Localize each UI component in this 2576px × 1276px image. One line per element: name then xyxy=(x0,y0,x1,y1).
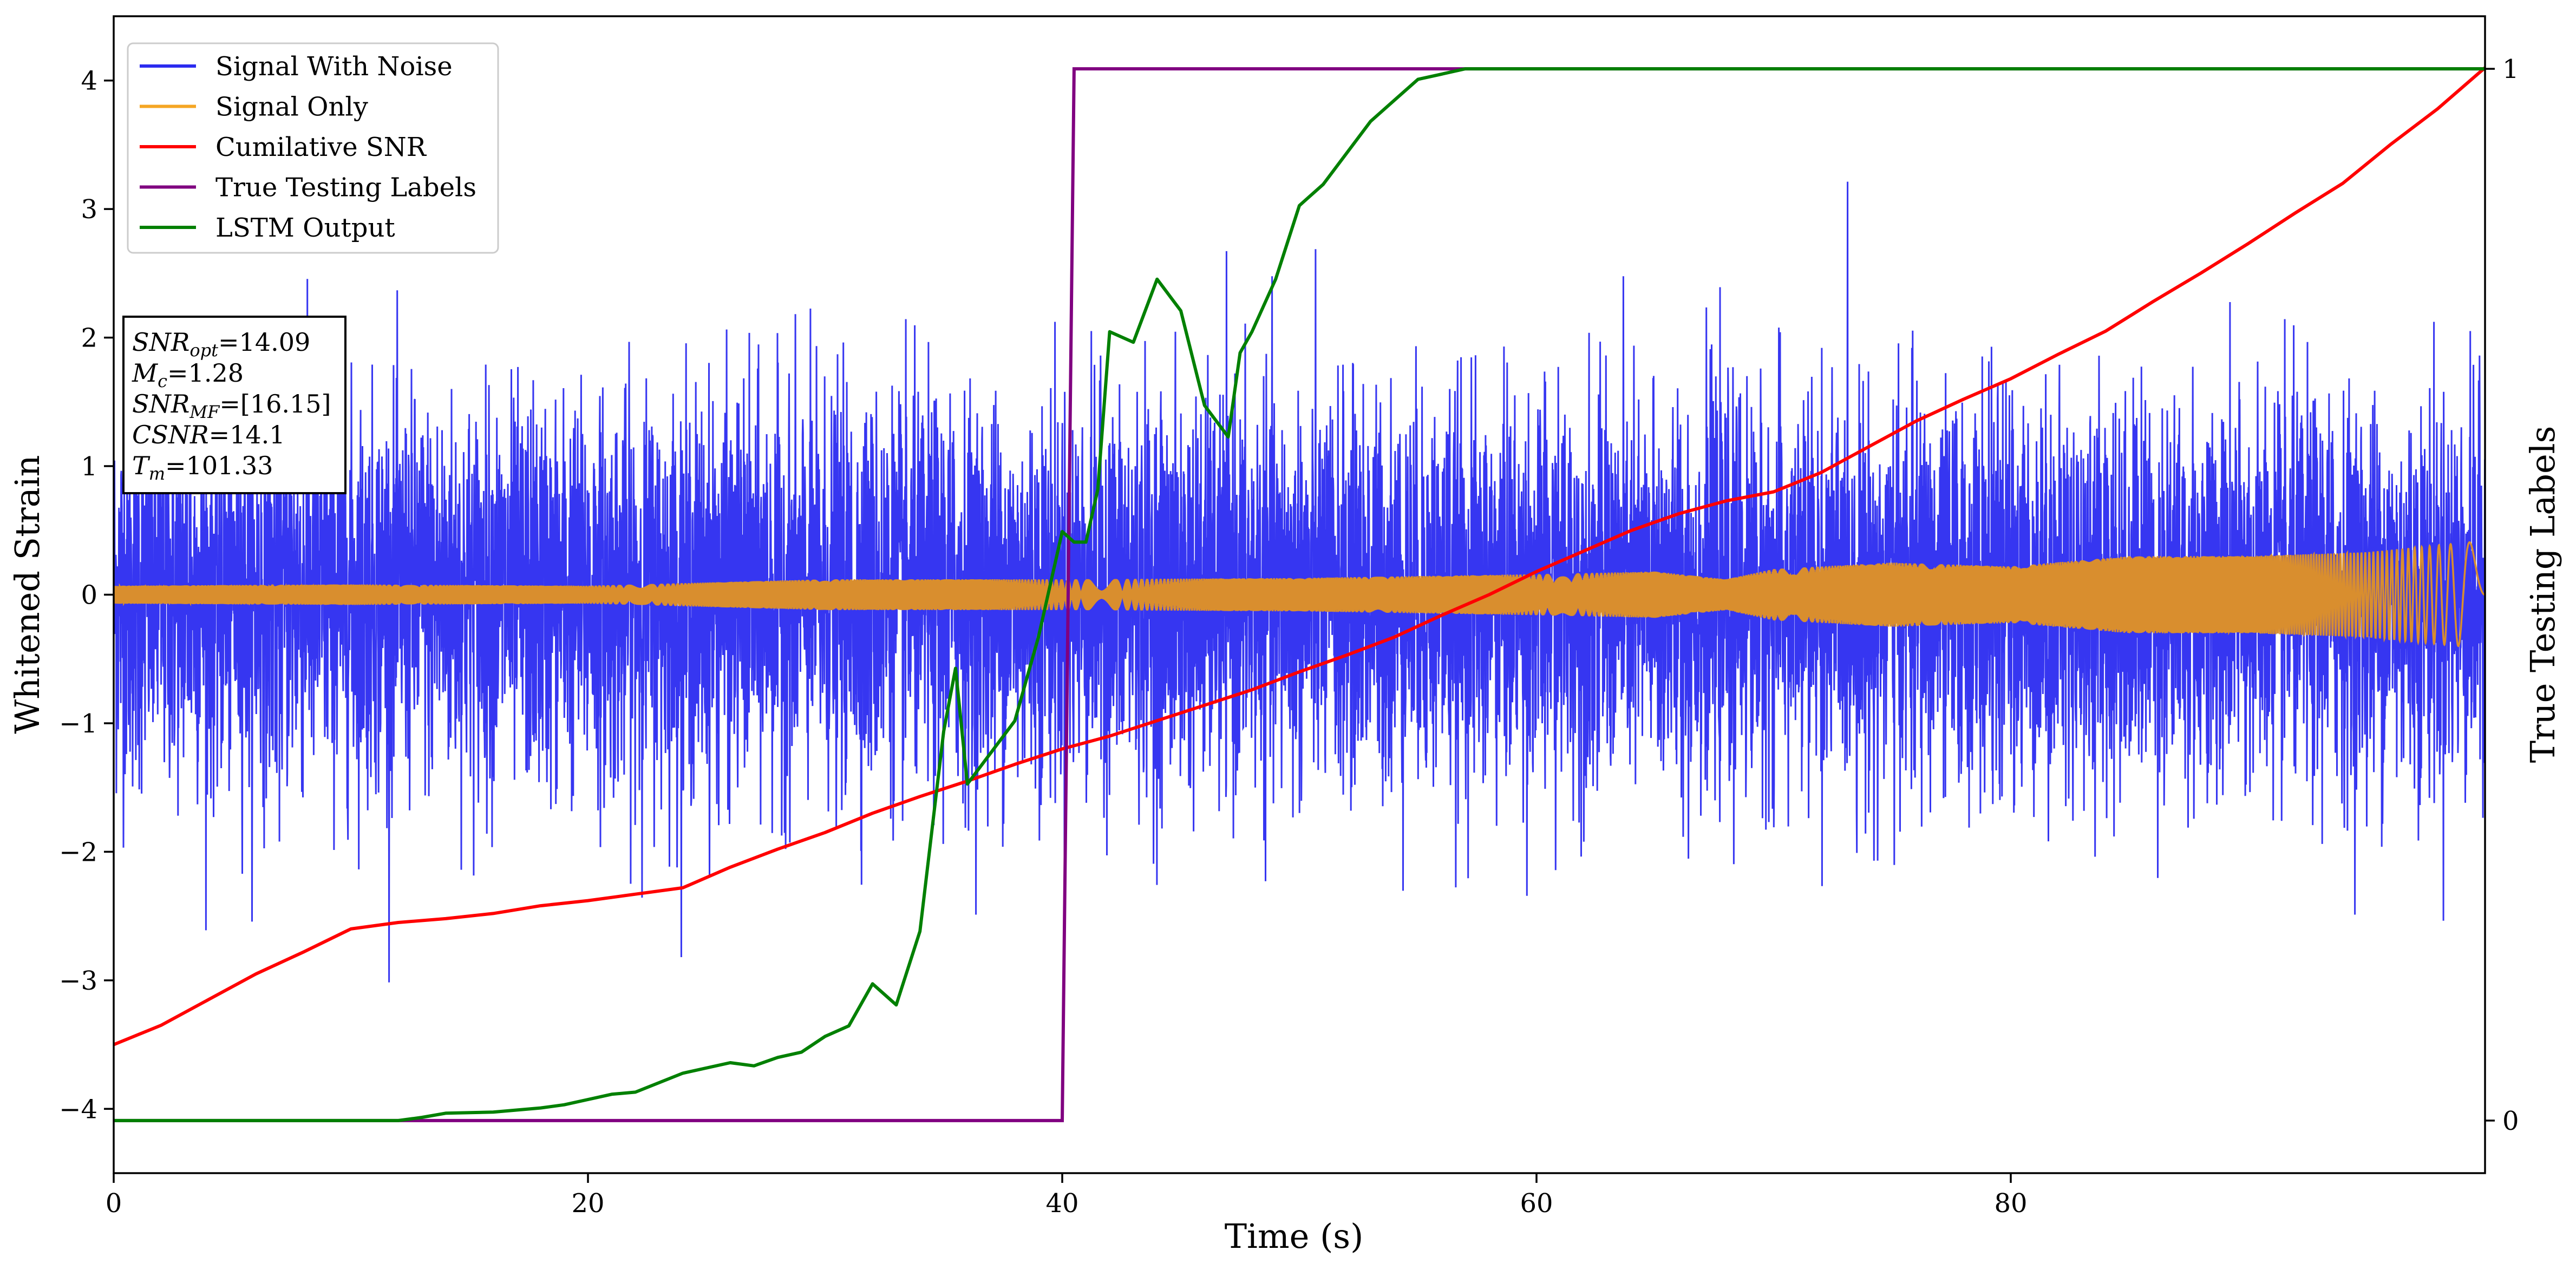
y-tick-label: 4 xyxy=(81,66,97,96)
x-axis-label: Time (s) xyxy=(1225,1216,1364,1256)
x-tick-label: 60 xyxy=(1520,1188,1553,1219)
plot-area xyxy=(114,66,2485,1122)
annotation-line: SNRMF=[16.15] xyxy=(132,389,331,422)
legend-label: True Testing Labels xyxy=(215,173,476,203)
y-tick-label: 3 xyxy=(81,194,97,225)
series-signal-only-line xyxy=(114,541,2485,647)
x-tick-label: 0 xyxy=(106,1188,122,1219)
annotation-line: CSNR=14.1 xyxy=(132,420,285,449)
series-cumilative-snr-line xyxy=(114,66,2485,1046)
annotation-box xyxy=(122,316,346,494)
x-tick-label: 20 xyxy=(571,1188,604,1219)
legend-frame xyxy=(127,42,499,254)
annotation-line: Mc=1.28 xyxy=(132,358,244,391)
y2-tick-label: 1 xyxy=(2502,54,2519,84)
legend-label: LSTM Output xyxy=(215,213,395,243)
x-tick-label: 80 xyxy=(1994,1188,2027,1219)
y-axis-label: Whitened Strain xyxy=(8,455,47,734)
parameter-annotation: SNRopt=14.09Mc=1.28SNRMF=[16.15]CSNR=14.… xyxy=(122,316,346,494)
series-lstm-output-line xyxy=(114,67,2485,1122)
annotation-line: Tm=101.33 xyxy=(132,451,273,484)
y-tick-label: 1 xyxy=(81,451,97,482)
y-tick-label: −4 xyxy=(59,1094,97,1124)
y-tick-label: 0 xyxy=(81,580,97,611)
y-tick-label: 2 xyxy=(81,323,97,354)
x-tick-label: 40 xyxy=(1045,1188,1078,1219)
y-tick-label: −2 xyxy=(59,837,97,867)
legend-label: Cumilative SNR xyxy=(215,132,427,162)
y2-tick-label: 0 xyxy=(2502,1106,2519,1136)
legend-label: Signal Only xyxy=(215,92,368,122)
legend: Signal With Noise Signal Only Cumilative S… xyxy=(127,42,499,254)
y2-axis-label: True Testing Labels xyxy=(2523,426,2562,763)
annotation-line: SNRopt=14.09 xyxy=(132,328,310,361)
legend-label: Signal With Noise xyxy=(215,51,453,82)
y-tick-label: −1 xyxy=(59,709,97,739)
y-tick-label: −3 xyxy=(59,966,97,996)
